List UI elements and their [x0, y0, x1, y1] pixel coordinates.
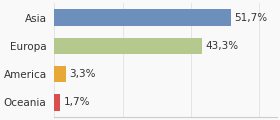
Bar: [54, 94, 60, 111]
Bar: [54, 66, 66, 82]
Text: 43,3%: 43,3%: [206, 41, 239, 51]
Bar: [54, 38, 202, 54]
Text: 51,7%: 51,7%: [234, 13, 268, 23]
Text: 1,7%: 1,7%: [64, 97, 90, 107]
Bar: [54, 9, 231, 26]
Text: 3,3%: 3,3%: [69, 69, 95, 79]
